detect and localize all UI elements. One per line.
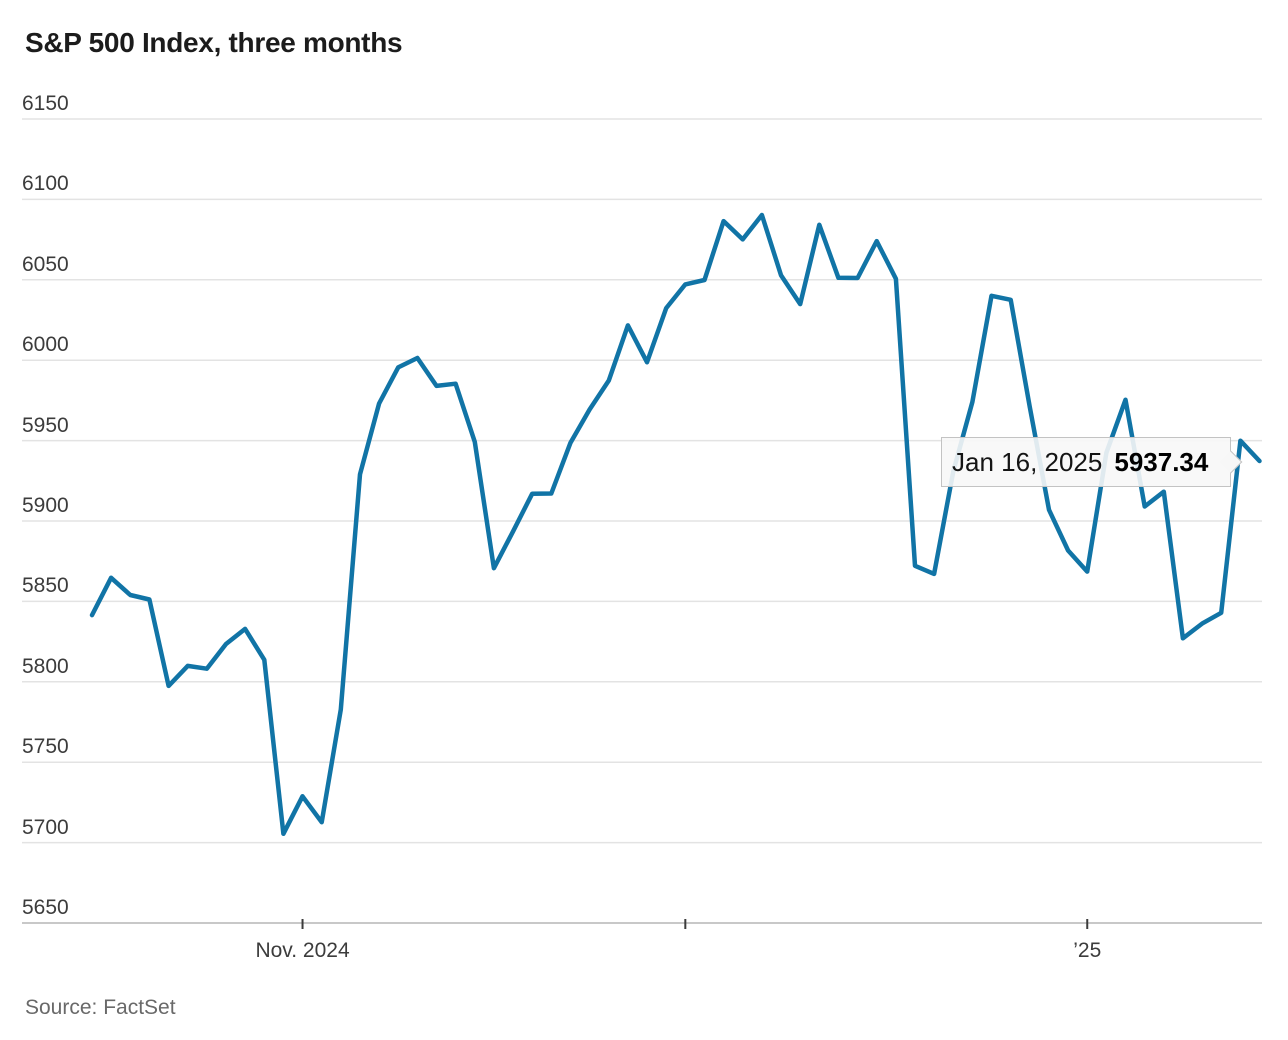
- y-axis-label: 5950: [22, 413, 69, 437]
- tooltip-value: 5937.34: [1114, 446, 1209, 477]
- tooltip: Jan 16, 2025 5937.34: [941, 437, 1242, 487]
- chart-title: S&P 500 Index, three months: [25, 27, 403, 58]
- y-axis-label: 6000: [22, 333, 69, 357]
- y-axis-label: 5700: [22, 815, 69, 839]
- x-axis-label: Nov. 2024: [255, 939, 350, 962]
- tooltip-date: Jan 16, 2025: [952, 446, 1103, 477]
- price-line[interactable]: [89, 212, 1262, 837]
- y-axis-label: 5800: [22, 654, 69, 678]
- source-note: Source: FactSet: [25, 996, 176, 1019]
- y-axis-label: 5850: [22, 574, 69, 598]
- y-axis-label: 5650: [22, 896, 69, 919]
- y-axis-label: 5750: [22, 735, 69, 759]
- y-axis-label: 6100: [22, 172, 69, 196]
- x-axis-label: ’25: [1073, 939, 1102, 962]
- y-axis-label: 6150: [22, 92, 69, 115]
- y-axis-label: 6050: [22, 252, 69, 276]
- y-axis-label: 5900: [22, 494, 69, 517]
